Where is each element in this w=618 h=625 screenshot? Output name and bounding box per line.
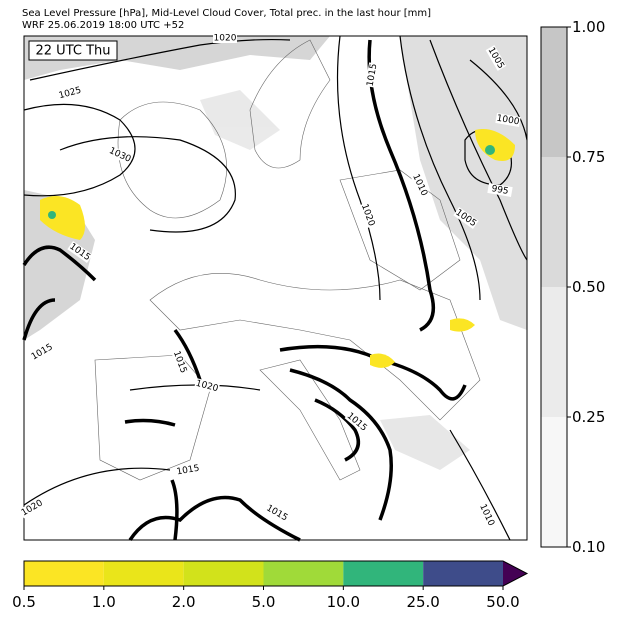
colorbar-tick-label: 25.0 [406, 593, 439, 611]
time-label-box [28, 40, 118, 61]
colorbar-frame [23, 560, 529, 587]
cloud-colorbar: 0.10 0.25 0.50 0.75 1.00 [540, 18, 605, 556]
contour-label-bg [410, 172, 430, 198]
contour-label-bg [264, 502, 290, 524]
contour-label: 1020 [214, 34, 237, 44]
colorbar-tick-label: 50.0 [486, 593, 519, 611]
precip-colorbar: 0.5 1.0 2.0 5.0 10.0 25.0 50.0 [12, 560, 529, 611]
precip-patches [40, 129, 515, 368]
contour-label: 1015 [366, 63, 380, 87]
colorbar-extend [503, 561, 527, 586]
contour-label: 1015 [176, 464, 200, 478]
colorbar-tick-label: 1.0 [92, 593, 116, 611]
contour-label-bg [57, 85, 83, 101]
colorbar-segment [541, 287, 567, 417]
contour-label-bg [107, 145, 133, 165]
contour-label-bg [485, 45, 507, 71]
colorbar-tick-label: 10.0 [327, 593, 360, 611]
colorbar-segment [24, 561, 104, 586]
time-label: 22 UTC Thu [36, 44, 111, 59]
contour-label-bg [495, 112, 521, 128]
contour-label-bg [175, 462, 201, 478]
colorbar-segment [541, 417, 567, 547]
colorbar-segment [103, 561, 184, 586]
colorbar-segment [263, 561, 344, 586]
colorbar-tick-label: 0.75 [572, 148, 605, 166]
colorbar-segment [541, 27, 567, 157]
contour-label-bg [344, 410, 370, 434]
thick-isobars [22, 39, 467, 542]
colorbar-tick-label: 0.25 [572, 408, 605, 426]
colorbar-segment [343, 561, 424, 586]
colorbar-tick-label: 0.5 [12, 593, 36, 611]
contour-label-bg [213, 33, 237, 43]
colorbar-tick-label: 0.10 [572, 538, 605, 556]
contour-label-bg [29, 341, 55, 363]
contour-label-bg [453, 207, 479, 229]
colorbar-tick-label: 1.00 [572, 18, 605, 36]
colorbar-segment [541, 157, 567, 287]
contour-label-bg [364, 62, 380, 88]
contour-label-bg [67, 241, 93, 263]
colorbar-tick-label: 5.0 [252, 593, 276, 611]
contour-label-bg [171, 349, 189, 375]
contour-label-bg [487, 182, 513, 198]
colorbar-tick-label: 2.0 [172, 593, 196, 611]
header-line: Sea Level Pressure [hPa], Mid-Level Clou… [22, 8, 431, 19]
header-line: WRF 25.06.2019 18:00 UTC +52 [22, 20, 184, 31]
contour-label: 995 [491, 184, 510, 197]
isobars [23, 35, 528, 541]
contour-label-bg [194, 378, 220, 394]
contour-label: 1000 [496, 114, 521, 128]
colorbar-segment [423, 561, 503, 586]
contour-label-bg [359, 202, 377, 228]
colorbar-tick-label: 0.50 [572, 278, 605, 296]
contour-label-bg [477, 502, 497, 528]
colorbar-segment [183, 561, 264, 586]
map-frame [23, 35, 528, 541]
contour-label-bg [19, 497, 45, 519]
